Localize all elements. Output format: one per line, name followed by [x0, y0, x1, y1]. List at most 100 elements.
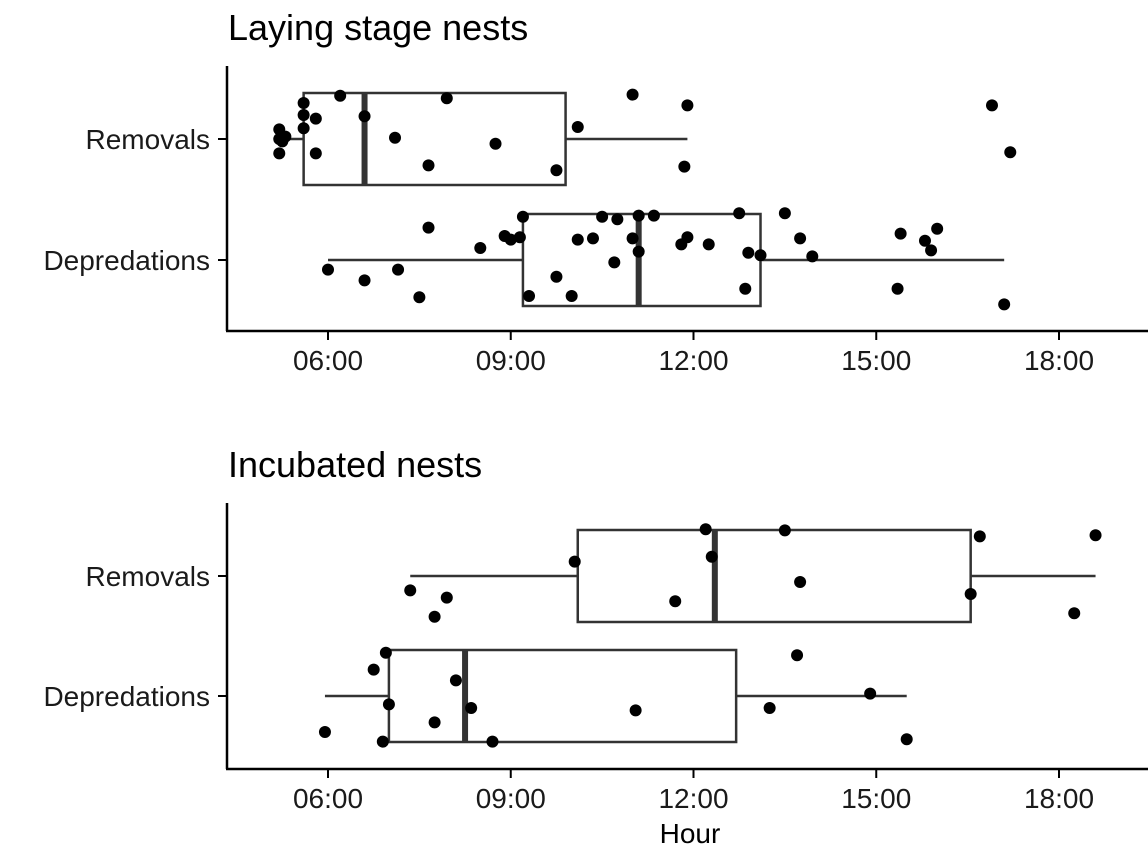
x-axis-ticks: 06:00 09:00 12:00 15:00 18:00	[293, 331, 1094, 376]
data-point	[985, 99, 998, 112]
data-point	[647, 209, 660, 222]
data-point	[763, 702, 776, 714]
data-point	[571, 233, 584, 246]
data-point	[568, 555, 581, 568]
category-label-removals: Removals	[86, 561, 210, 592]
data-point	[273, 147, 286, 160]
data-point	[1068, 607, 1081, 620]
category-label-depredations: Depredations	[43, 245, 210, 276]
data-point	[404, 584, 417, 597]
data-point	[681, 231, 694, 244]
data-point	[516, 210, 529, 223]
x-tick-label: 15:00	[841, 345, 911, 376]
x-tick-label: 18:00	[1024, 783, 1094, 814]
category-label-depredations: Depredations	[43, 681, 210, 712]
x-tick-label: 15:00	[841, 783, 911, 814]
data-point	[273, 133, 286, 145]
data-point	[379, 646, 392, 659]
data-point	[449, 674, 462, 687]
data-point	[474, 242, 487, 254]
data-point	[586, 232, 599, 245]
data-point	[894, 227, 907, 240]
x-tick-label: 06:00	[293, 783, 363, 814]
data-point	[964, 588, 977, 600]
x-tick-label: 12:00	[658, 345, 728, 376]
data-point	[297, 97, 310, 109]
x-tick-label: 09:00	[476, 345, 546, 376]
data-point	[440, 92, 453, 105]
data-point	[891, 282, 904, 295]
data-point	[422, 221, 435, 234]
data-point	[322, 263, 334, 276]
box-depredations	[387, 648, 738, 744]
data-point	[611, 213, 624, 226]
data-point	[699, 523, 712, 536]
incubated-panel: Incubated nests Removals Depredations 06…	[43, 444, 1148, 849]
data-point	[392, 263, 405, 276]
x-tick-label: 09:00	[476, 783, 546, 814]
data-point	[632, 245, 645, 258]
data-point	[754, 249, 767, 262]
data-point	[973, 530, 986, 543]
x-axis-ticks: 06:00 09:00 12:00 15:00 18:00	[293, 769, 1094, 814]
data-point	[550, 270, 563, 283]
data-point	[297, 122, 310, 135]
data-point	[465, 702, 478, 714]
data-point	[489, 137, 502, 150]
data-point	[1004, 146, 1017, 159]
data-point	[358, 110, 371, 123]
data-point	[705, 550, 718, 563]
data-point	[678, 160, 691, 173]
data-point	[900, 733, 913, 746]
laying-stage-panel: Laying stage nests Removals Depredations…	[43, 7, 1148, 376]
data-point	[778, 207, 791, 220]
data-point	[297, 109, 310, 121]
data-point	[486, 735, 499, 748]
data-point	[742, 246, 755, 259]
x-tick-label: 06:00	[293, 345, 363, 376]
x-tick-label: 12:00	[658, 783, 728, 814]
data-point	[523, 290, 536, 302]
data-point	[382, 698, 395, 711]
data-point	[389, 131, 402, 144]
box-depredations	[521, 212, 762, 308]
data-point	[626, 88, 639, 101]
data-point	[376, 735, 389, 748]
plot-marks	[273, 88, 1017, 311]
data-point	[681, 99, 694, 112]
data-point	[309, 147, 322, 160]
data-point	[596, 210, 609, 223]
plot-marks	[318, 523, 1102, 748]
data-point	[367, 663, 380, 676]
data-point	[626, 232, 639, 245]
x-tick-label: 18:00	[1024, 345, 1094, 376]
box-removals	[576, 528, 972, 624]
data-point	[428, 716, 441, 729]
data-point	[632, 209, 645, 222]
data-point	[931, 222, 944, 235]
data-point	[794, 232, 807, 245]
data-point	[733, 207, 746, 220]
data-point	[571, 121, 584, 133]
data-point	[318, 726, 331, 738]
data-point	[998, 298, 1011, 311]
data-point	[806, 250, 819, 263]
data-point	[702, 238, 715, 251]
data-point	[334, 89, 347, 102]
data-point	[428, 610, 441, 623]
category-label-removals: Removals	[86, 124, 210, 155]
panel-title: Incubated nests	[228, 444, 482, 485]
data-point	[925, 244, 938, 257]
x-axis-title: Hour	[660, 818, 721, 849]
panel-title: Laying stage nests	[228, 7, 528, 48]
data-point	[565, 290, 578, 302]
data-point	[1089, 529, 1102, 542]
data-point	[918, 234, 931, 247]
data-point	[513, 231, 526, 244]
data-point	[422, 159, 435, 172]
data-point	[794, 576, 807, 588]
data-point	[791, 649, 804, 662]
data-point	[739, 282, 752, 295]
data-point	[669, 595, 682, 608]
data-point	[358, 274, 371, 287]
